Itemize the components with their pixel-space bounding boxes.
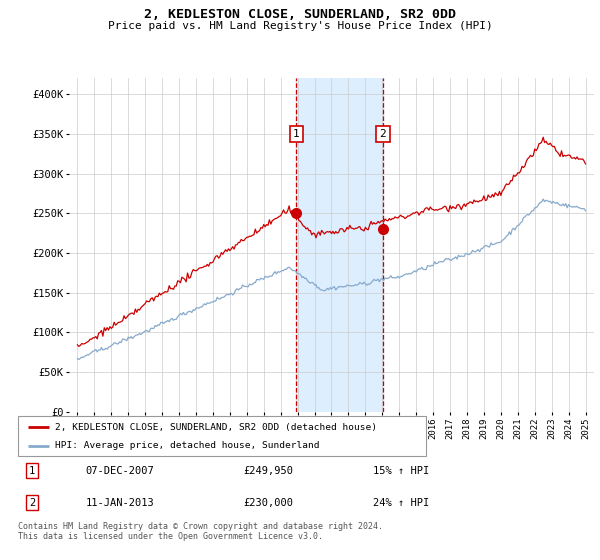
Text: 2, KEDLESTON CLOSE, SUNDERLAND, SR2 0DD: 2, KEDLESTON CLOSE, SUNDERLAND, SR2 0DD <box>144 8 456 21</box>
Text: 1: 1 <box>293 129 299 139</box>
Text: 2, KEDLESTON CLOSE, SUNDERLAND, SR2 0DD (detached house): 2, KEDLESTON CLOSE, SUNDERLAND, SR2 0DD … <box>55 423 377 432</box>
Bar <box>296 78 383 412</box>
Text: Price paid vs. HM Land Registry's House Price Index (HPI): Price paid vs. HM Land Registry's House … <box>107 21 493 31</box>
Text: HPI: Average price, detached house, Sunderland: HPI: Average price, detached house, Sund… <box>55 441 319 450</box>
Text: 2: 2 <box>29 498 35 508</box>
Text: £230,000: £230,000 <box>244 498 293 508</box>
Text: 11-JAN-2013: 11-JAN-2013 <box>86 498 154 508</box>
Text: 1: 1 <box>29 466 35 476</box>
Text: £249,950: £249,950 <box>244 466 293 476</box>
Text: 2: 2 <box>379 129 386 139</box>
Text: 15% ↑ HPI: 15% ↑ HPI <box>373 466 430 476</box>
Text: 24% ↑ HPI: 24% ↑ HPI <box>373 498 430 508</box>
Text: Contains HM Land Registry data © Crown copyright and database right 2024.
This d: Contains HM Land Registry data © Crown c… <box>18 522 383 542</box>
Text: 07-DEC-2007: 07-DEC-2007 <box>86 466 154 476</box>
